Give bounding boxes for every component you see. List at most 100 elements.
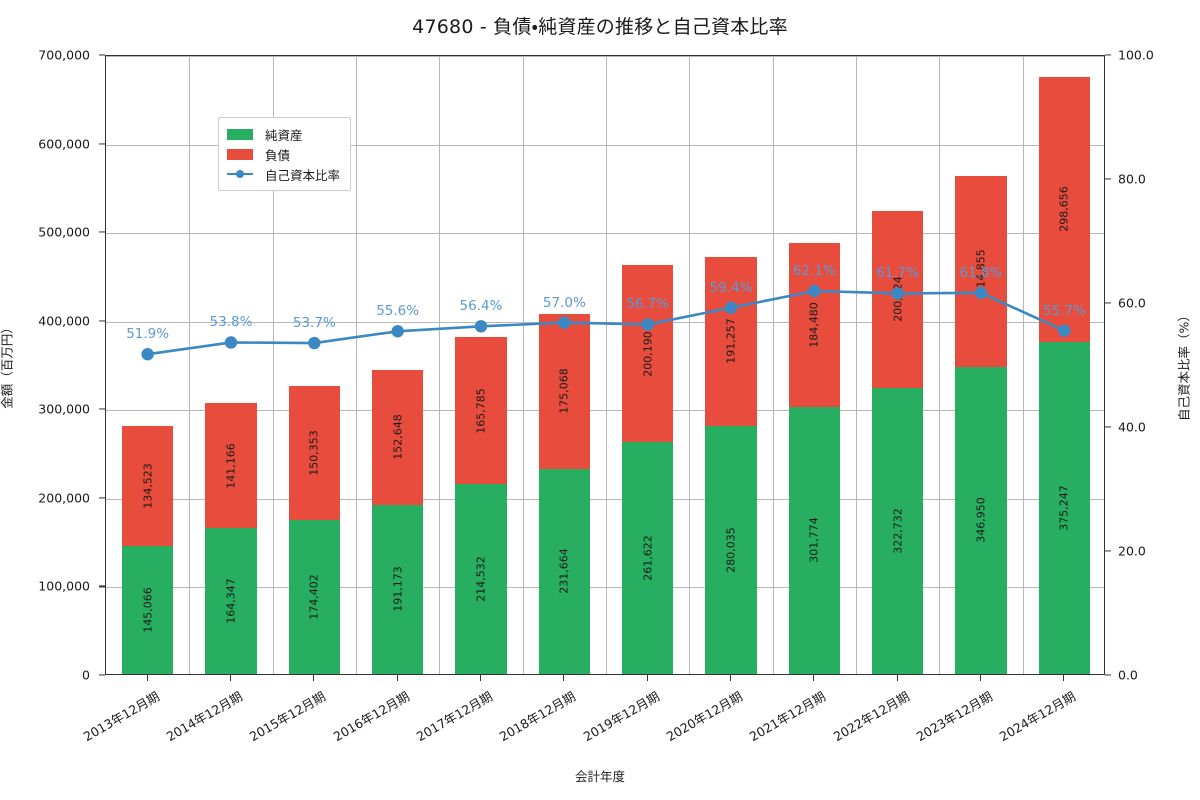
chart-legend[interactable]: 純資産 負債 自己資本比率 [218, 117, 352, 191]
bar-segment-equity[interactable]: 214,532 [455, 484, 507, 674]
bar-segment-debt[interactable]: 191,257 [705, 256, 757, 426]
ratio-data-point[interactable] [891, 287, 904, 300]
y-axis-left-tick-mark [99, 674, 105, 676]
legend-item-debt[interactable]: 負債 [227, 144, 340, 164]
bar-group[interactable]: 231,664 175,068 [538, 313, 591, 674]
x-axis-tick-mark [980, 675, 982, 681]
bar-group[interactable]: 214,532 165,785 [455, 337, 507, 674]
bar-group[interactable]: 346,950 214,855 [955, 176, 1007, 674]
gridline-horizontal [106, 233, 1104, 235]
ratio-data-point[interactable] [224, 336, 238, 349]
bar-segment-equity[interactable]: 375,247 [1038, 341, 1091, 674]
ratio-value-label: 59.4% [709, 279, 753, 296]
bar-group[interactable]: 322,732 200,224 [871, 210, 924, 674]
y-axis-right-tick-mark [1105, 674, 1111, 676]
y-axis-left-tick-label: 100,000 [38, 578, 90, 594]
bar-segment-equity[interactable]: 322,732 [871, 388, 924, 674]
ratio-data-point[interactable] [724, 301, 738, 314]
bar-segment-debt[interactable]: 200,224 [871, 210, 924, 389]
bar-segment-equity[interactable]: 164,347 [205, 528, 257, 674]
y-axis-left-tick-label: 600,000 [38, 136, 90, 152]
legend-label-debt: 負債 [265, 147, 291, 163]
y-axis-left-tick-mark [99, 143, 105, 145]
bar-segment-equity[interactable]: 231,664 [538, 468, 591, 674]
bar-segment-equity[interactable]: 261,622 [621, 442, 674, 674]
bar-group[interactable]: 145,066 134,523 [121, 426, 174, 674]
bar-value-label-debt: 191,257 [724, 318, 738, 365]
bar-segment-debt[interactable]: 150,353 [288, 386, 341, 520]
bar-group[interactable]: 174,402 150,353 [288, 386, 341, 674]
y-axis-label-left: 金額（百万円） [0, 321, 15, 409]
y-axis-right-tick-label: 40.0 [1118, 419, 1146, 435]
ratio-value-label: 56.7% [626, 296, 670, 313]
legend-label-equity: 純資産 [265, 127, 303, 143]
ratio-value-label: 61.8% [959, 264, 1003, 281]
y-axis-right-tick-mark [1105, 426, 1111, 428]
bar-value-label-debt: 200,224 [891, 276, 905, 323]
ratio-data-point[interactable] [808, 284, 821, 298]
ratio-data-point[interactable] [474, 320, 488, 333]
bar-value-label-equity: 174,402 [307, 574, 321, 620]
bar-segment-debt[interactable]: 175,068 [538, 313, 591, 469]
bar-group[interactable]: 191,173 152,648 [371, 369, 424, 674]
bar-segment-debt[interactable]: 152,648 [371, 369, 424, 505]
y-axis-left-tick-mark [99, 231, 105, 233]
gridline-vertical [689, 56, 691, 674]
bar-segment-equity[interactable]: 280,035 [705, 425, 757, 674]
y-axis-left-tick-mark [99, 408, 105, 410]
bar-segment-equity[interactable]: 174,402 [288, 519, 341, 674]
bar-value-label-equity: 214,532 [474, 556, 488, 602]
bar-group[interactable]: 280,035 191,257 [705, 256, 757, 674]
y-axis-right-tick-mark [1105, 178, 1111, 180]
x-axis-label: 会計年度 [574, 769, 625, 784]
bar-segment-equity[interactable]: 145,066 [121, 545, 174, 674]
gridline-vertical [606, 56, 607, 674]
ratio-value-label: 55.6% [376, 303, 420, 320]
x-axis-tick-mark [396, 675, 398, 681]
bar-segment-debt[interactable]: 184,480 [788, 243, 841, 407]
bar-value-label-equity: 261,622 [641, 535, 655, 581]
ratio-data-point[interactable] [974, 286, 988, 300]
ratio-data-point[interactable] [308, 336, 321, 350]
bar-value-label-debt: 134,523 [141, 463, 155, 509]
ratio-data-point[interactable] [641, 318, 654, 331]
bar-value-label-equity: 375,247 [1057, 485, 1071, 531]
ratio-data-point[interactable] [391, 325, 404, 338]
gridline-vertical [189, 56, 191, 674]
legend-line-marker-icon-equity-ratio [227, 169, 253, 180]
bar-segment-debt[interactable]: 165,785 [455, 337, 507, 484]
bar-segment-debt[interactable]: 141,166 [205, 403, 257, 529]
gridline-vertical [772, 56, 774, 674]
bar-segment-debt[interactable]: 200,190 [621, 264, 674, 443]
bar-segment-equity[interactable]: 191,173 [371, 504, 424, 674]
bar-segment-equity[interactable]: 346,950 [955, 366, 1007, 674]
ratio-line-path [146, 289, 1066, 356]
ratio-data-point[interactable] [1058, 324, 1071, 337]
y-axis-left-tick-mark [99, 585, 105, 587]
y-axis-right-tick-label: 20.0 [1118, 543, 1146, 559]
ratio-data-point[interactable] [558, 316, 571, 329]
x-axis-tick-label: 2019年12月期 [580, 688, 662, 745]
ratio-value-label: 57.0% [542, 294, 586, 311]
bar-segment-equity[interactable]: 301,774 [788, 406, 841, 674]
ratio-value-label: 55.7% [1042, 302, 1086, 319]
gridline-horizontal [106, 410, 1104, 412]
bar-group[interactable]: 375,247 298,656 [1038, 77, 1091, 674]
bar-group[interactable]: 261,622 200,190 [621, 264, 674, 674]
legend-item-equity[interactable]: 純資産 [227, 124, 340, 144]
bar-group[interactable]: 164,347 141,166 [205, 403, 257, 674]
bar-segment-debt[interactable]: 134,523 [121, 426, 174, 546]
bar-segment-debt[interactable]: 214,855 [955, 176, 1007, 367]
ratio-value-label: 53.8% [209, 314, 253, 331]
y-axis-left-tick-label: 500,000 [38, 224, 90, 240]
bar-segment-debt[interactable]: 298,656 [1038, 77, 1091, 342]
x-axis-tick-label: 2020年12月期 [663, 688, 745, 745]
x-axis-tick-label: 2023年12月期 [913, 688, 995, 745]
y-axis-left-tick-label: 300,000 [38, 401, 90, 417]
ratio-value-label: 62.1% [792, 262, 836, 279]
bar-group[interactable]: 301,774 184,480 [788, 243, 841, 674]
ratio-data-point[interactable] [141, 348, 154, 361]
bar-value-label-debt: 298,656 [1057, 186, 1071, 233]
y-axis-right-tick-label: 60.0 [1118, 295, 1146, 311]
legend-item-equity-ratio[interactable]: 自己資本比率 [227, 164, 340, 184]
